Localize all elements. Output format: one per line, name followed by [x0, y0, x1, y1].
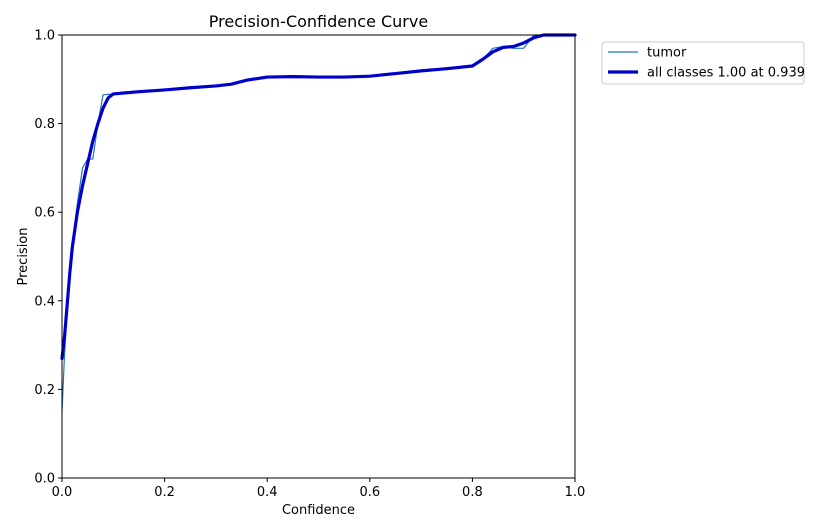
legend-label-all-classes: all classes 1.00 at 0.939 [647, 66, 805, 81]
x-tick-label: 0.8 [462, 485, 483, 500]
plot-frame [61, 34, 576, 479]
y-axis-ticks: 0.0 0.2 0.4 0.6 0.8 1.0 [34, 29, 62, 487]
x-tick-label: 0.6 [359, 485, 380, 500]
x-tick-label: 1.0 [565, 485, 586, 500]
chart-title: Precision-Confidence Curve [209, 12, 428, 31]
y-tick-label: 0.2 [34, 383, 55, 398]
series-layer [60, 33, 577, 413]
y-axis-label: Precision [16, 227, 31, 285]
y-tick-label: 0.0 [34, 472, 55, 487]
y-tick-label: 0.4 [34, 294, 55, 309]
x-tick-label: 0.2 [154, 485, 175, 500]
x-tick-label: 0.4 [257, 485, 278, 500]
legend-label-tumor: tumor [647, 46, 687, 61]
x-axis-label: Confidence [282, 503, 355, 518]
y-tick-label: 0.6 [34, 206, 55, 221]
legend: tumor all classes 1.00 at 0.939 [601, 41, 805, 85]
x-axis-ticks: 0.0 0.2 0.4 0.6 0.8 1.0 [52, 478, 586, 500]
y-tick-label: 0.8 [34, 117, 55, 132]
series-line-1 [60, 33, 577, 360]
x-tick-label: 0.0 [52, 485, 73, 500]
y-tick-label: 1.0 [34, 29, 55, 44]
legend-box [601, 41, 805, 85]
